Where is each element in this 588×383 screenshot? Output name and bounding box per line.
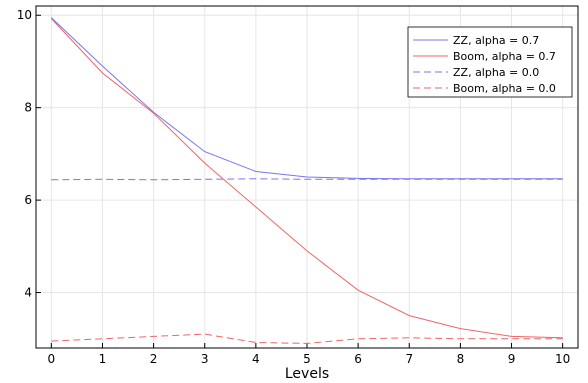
x-tick-label: 7 (405, 352, 413, 366)
x-tick-label: 10 (555, 352, 570, 366)
y-tick-label: 8 (24, 101, 32, 115)
series-line-3 (51, 333, 563, 344)
legend: ZZ, alpha = 0.7 Boom, alpha = 0.7 ZZ, alph… (407, 26, 573, 98)
y-tick-label: 6 (24, 193, 32, 207)
y-tick-label: 4 (24, 286, 32, 300)
series-line-0 (50, 17, 563, 180)
x-axis-label: Levels (285, 366, 329, 382)
legend-label: ZZ, alpha = 0.7 (453, 34, 539, 47)
legend-label: Boom, alpha = 0.0 (453, 82, 556, 95)
series-line-2 (51, 178, 563, 181)
x-tick-label: 6 (354, 352, 362, 366)
series (50, 17, 563, 344)
x-tick-label: 8 (457, 352, 465, 366)
y-tick-label: 10 (17, 8, 32, 22)
legend-label: Boom, alpha = 0.7 (453, 50, 556, 63)
ticks: 0 1 2 3 4 5 6 7 8 9 10 4 6 8 10 (17, 8, 571, 366)
x-tick-label: 0 (48, 352, 56, 366)
x-tick-label: 4 (252, 352, 260, 366)
series-line-1 (50, 18, 563, 339)
legend-label: ZZ, alpha = 0.0 (453, 66, 539, 79)
x-tick-label: 9 (508, 352, 516, 366)
x-tick-label: 3 (201, 352, 209, 366)
x-tick-label: 1 (99, 352, 107, 366)
x-tick-label: 5 (303, 352, 311, 366)
x-tick-label: 2 (150, 352, 158, 366)
legend-box (407, 26, 573, 98)
